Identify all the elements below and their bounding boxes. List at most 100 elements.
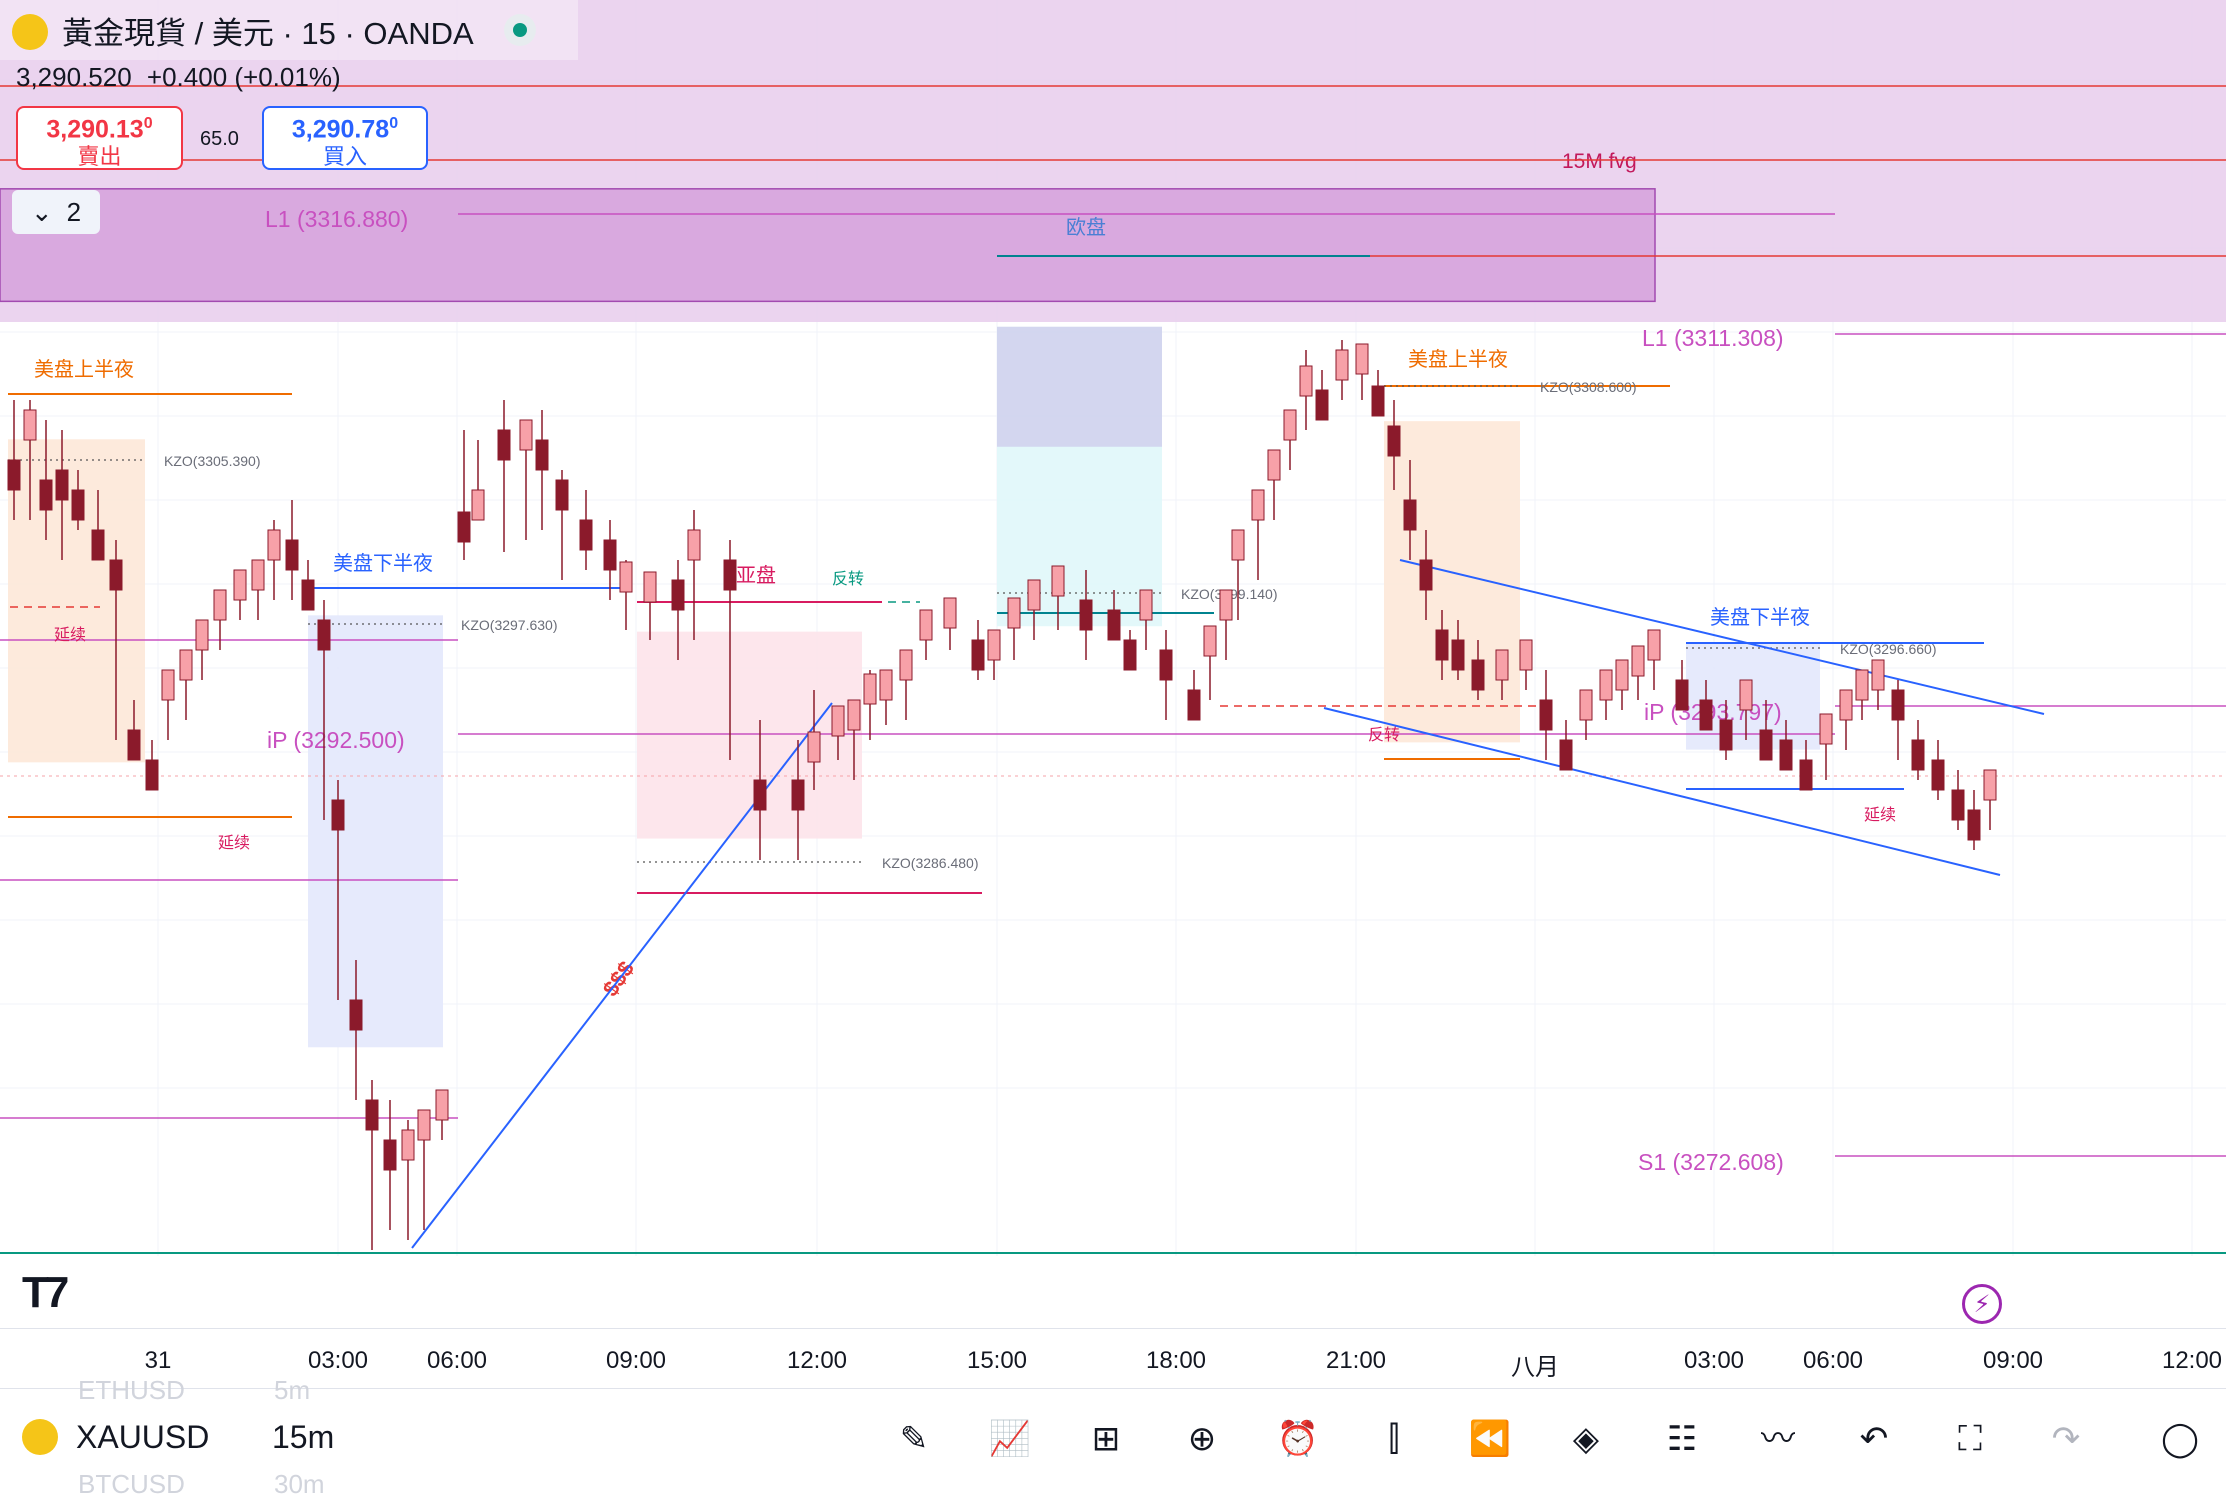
candle-body-27 — [471, 489, 485, 521]
candle-body-32 — [579, 519, 593, 551]
candle-body-49 — [971, 639, 985, 671]
time-axis[interactable]: 31 03:00 06:00 09:00 12:00 15:00 18:00 21:00 八月 0… — [0, 1328, 2226, 1389]
time-tick-11: 09:00 — [1982, 1347, 2044, 1374]
candle-body-39 — [753, 779, 767, 811]
candle-body-53 — [1051, 565, 1065, 597]
alarm-icon[interactable]: ⏰ — [1276, 1420, 1320, 1458]
comment-icon[interactable]: ◯ — [2160, 1420, 2200, 1458]
annotation-2: 反转 — [832, 570, 864, 588]
candle-body-34 — [619, 561, 633, 593]
us-second-half-session-1-label: 美盘下半夜 — [333, 552, 433, 575]
tradingview-logo-icon: T7 — [22, 1268, 69, 1317]
sell-price-pip: 0 — [143, 115, 153, 132]
gold-coin-icon — [12, 14, 48, 50]
pen-icon[interactable]: ✎ — [899, 1420, 929, 1458]
time-tick-12: 12:00 — [2161, 1347, 2223, 1374]
europe-overlap — [997, 326, 1162, 447]
candle-body-82 — [1599, 669, 1613, 701]
time-tick-1: 03:00 — [307, 1347, 369, 1374]
candle-body-90 — [1759, 729, 1773, 761]
candle-body-72 — [1403, 499, 1417, 531]
candle-body-11 — [195, 619, 209, 651]
spread-value: 65.0 — [200, 128, 239, 150]
candle-body-43 — [847, 699, 861, 731]
kzo-label-4: KZO(3308.600) — [1540, 379, 1637, 395]
indicator-collapse-button[interactable]: ⌄ 2 — [12, 190, 100, 234]
ghost-prev-symbol: ETHUSD — [78, 1375, 185, 1405]
time-tick-5: 15:00 — [966, 1347, 1028, 1374]
timeframe-selector[interactable]: 15m — [272, 1419, 335, 1455]
indicators-icon[interactable]: 📈 — [988, 1420, 1032, 1458]
candle-body-71 — [1387, 425, 1401, 457]
candle-body-101 — [1967, 809, 1981, 841]
candle-body-16 — [285, 539, 299, 571]
candle-body-21 — [365, 1099, 379, 1131]
us-second-half-session-2-label: 美盘下半夜 — [1710, 606, 1810, 629]
candle-body-63 — [1251, 489, 1265, 521]
candle-body-102 — [1983, 769, 1997, 801]
candle-body-22 — [383, 1139, 397, 1171]
candle-body-67 — [1315, 389, 1329, 421]
layers-icon[interactable]: ◈ — [1572, 1420, 1600, 1458]
candle-body-37 — [687, 529, 701, 561]
candle-body-70 — [1371, 385, 1385, 417]
ghost-next-symbol: BTCUSD — [78, 1469, 185, 1499]
time-tick-0: 31 — [144, 1347, 172, 1374]
us-second-half-session-2-box — [1686, 642, 1820, 750]
fullscreen-icon[interactable]: ⛶ — [1958, 1420, 1982, 1458]
replay-icon[interactable]: ⏪ — [1468, 1420, 1512, 1458]
time-tick-7: 21:00 — [1325, 1347, 1387, 1374]
candle-body-7 — [127, 729, 141, 761]
sell-button[interactable]: 3,290.130 賣出 — [16, 106, 183, 170]
last-price: 3,290.520 — [16, 62, 132, 92]
level-label-l1-a: L1 (3316.880) — [265, 206, 408, 232]
candle-body-31 — [555, 479, 569, 511]
candle-body-98 — [1911, 739, 1925, 771]
us-first-half-session-2-box — [1384, 421, 1520, 743]
symbol-header[interactable]: 黃金現貨 / 美元 · 15 · OANDA — [0, 0, 578, 60]
symbol-selector[interactable]: XAUUSD — [76, 1419, 210, 1455]
buy-button[interactable]: 3,290.780 買入 — [262, 106, 428, 170]
market-status-icon — [503, 14, 536, 46]
candle-icon[interactable]: ⫿ — [1388, 1420, 1400, 1458]
add-icon[interactable]: ⊕ — [1187, 1420, 1217, 1458]
candle-body-8 — [145, 759, 159, 791]
candle-body-6 — [109, 559, 123, 591]
candle-body-41 — [807, 731, 821, 763]
candle-body-29 — [519, 419, 533, 451]
candle-body-42 — [831, 705, 845, 737]
candle-body-100 — [1951, 789, 1965, 821]
candle-body-62 — [1231, 529, 1245, 561]
candle-body-1 — [23, 409, 37, 441]
candle-body-40 — [791, 779, 805, 811]
indicator-count: 2 — [66, 196, 82, 227]
candle-body-96 — [1871, 659, 1885, 691]
annotation-4: 延续 — [1864, 806, 1896, 824]
candle-body-30 — [535, 439, 549, 471]
candle-body-69 — [1355, 343, 1369, 375]
trendline-up — [411, 702, 833, 1249]
candle-body-5 — [91, 529, 105, 561]
candle-body-48 — [943, 597, 957, 629]
candle-body-84 — [1631, 645, 1645, 677]
candle-body-13 — [233, 569, 247, 601]
buy-price-pip: 0 — [389, 115, 399, 132]
settings-icon[interactable]: ☷ — [1666, 1420, 1698, 1458]
candle-body-83 — [1615, 659, 1629, 691]
candle-body-77 — [1495, 649, 1509, 681]
candle-body-97 — [1891, 689, 1905, 721]
time-tick-6: 18:00 — [1145, 1347, 1207, 1374]
price-summary: 3,290.520 +0.400 (+0.01%) — [16, 62, 341, 93]
symbol-title[interactable]: 黃金現貨 / 美元 · 15 · OANDA — [62, 15, 474, 51]
candle-body-57 — [1139, 589, 1153, 621]
candle-body-44 — [863, 673, 877, 705]
time-tick-2: 06:00 — [426, 1347, 488, 1374]
candle-body-91 — [1779, 739, 1793, 771]
fvg-label: 15M fvg — [1562, 150, 1637, 173]
lightning-icon[interactable]: ⚡ — [1962, 1284, 2002, 1324]
redo-icon[interactable]: ↷ — [2051, 1420, 2081, 1458]
compare-icon[interactable]: 〰 — [1761, 1420, 1795, 1458]
grid-icon[interactable]: ⊞ — [1091, 1420, 1121, 1458]
undo-icon[interactable]: ↶ — [1859, 1420, 1889, 1458]
